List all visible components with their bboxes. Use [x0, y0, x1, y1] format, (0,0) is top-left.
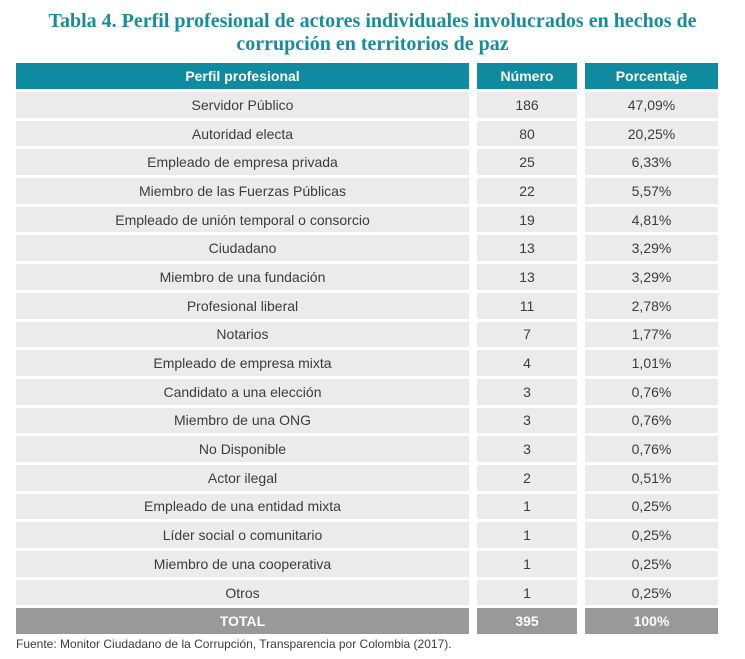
cell-perfil: Otros	[16, 579, 469, 606]
total-label: TOTAL	[16, 608, 469, 635]
cell-porcentaje: 47,09%	[577, 92, 718, 118]
cell-porcentaje: 6,33%	[577, 149, 718, 176]
cell-perfil: Autoridad electa	[16, 120, 469, 147]
cell-porcentaje: 2,78%	[577, 292, 718, 319]
cell-numero: 13	[469, 235, 577, 262]
cell-numero: 19	[469, 206, 577, 233]
total-porcentaje: 100%	[577, 608, 718, 635]
cell-porcentaje: 0,76%	[577, 378, 718, 405]
cell-perfil: Miembro de las Fuerzas Públicas	[16, 178, 469, 204]
table-row: Líder social o comunitario 1 0,25%	[16, 522, 718, 548]
table-row: Otros 1 0,25%	[16, 579, 718, 606]
table-row: Miembro de una fundación 13 3,29%	[16, 264, 718, 290]
cell-perfil: Notarios	[16, 321, 469, 348]
table-row: Notarios 7 1,77%	[16, 321, 718, 348]
cell-numero: 11	[469, 292, 577, 319]
profile-table: Perfil profesional Número Porcentaje Ser…	[16, 60, 718, 637]
cell-porcentaje: 0,25%	[577, 522, 718, 548]
table-row: Empleado de empresa mixta 4 1,01%	[16, 350, 718, 376]
cell-numero: 1	[469, 522, 577, 548]
cell-perfil: No Disponible	[16, 436, 469, 462]
cell-porcentaje: 0,76%	[577, 436, 718, 462]
cell-porcentaje: 5,57%	[577, 178, 718, 204]
table-row: Servidor Público 186 47,09%	[16, 92, 718, 118]
table-row: Ciudadano 13 3,29%	[16, 235, 718, 262]
table-row: Actor ilegal 2 0,51%	[16, 464, 718, 491]
cell-numero: 7	[469, 321, 577, 348]
column-header-numero: Número	[469, 63, 577, 89]
cell-perfil: Servidor Público	[16, 92, 469, 118]
table-body: Servidor Público 186 47,09% Autoridad elect…	[16, 92, 718, 606]
cell-perfil: Empleado de unión temporal o consorcio	[16, 206, 469, 233]
cell-numero: 3	[469, 407, 577, 434]
cell-numero: 1	[469, 493, 577, 520]
cell-numero: 80	[469, 120, 577, 147]
cell-porcentaje: 1,77%	[577, 321, 718, 348]
cell-porcentaje: 0,51%	[577, 464, 718, 491]
cell-porcentaje: 0,25%	[577, 579, 718, 606]
cell-perfil: Líder social o comunitario	[16, 522, 469, 548]
cell-perfil: Actor ilegal	[16, 464, 469, 491]
table-row: Miembro de una ONG 3 0,76%	[16, 407, 718, 434]
cell-perfil: Profesional liberal	[16, 292, 469, 319]
total-numero: 395	[469, 608, 577, 635]
cell-porcentaje: 20,25%	[577, 120, 718, 147]
cell-porcentaje: 3,29%	[577, 264, 718, 290]
table-row: Profesional liberal 11 2,78%	[16, 292, 718, 319]
cell-porcentaje: 4,81%	[577, 206, 718, 233]
table-row: No Disponible 3 0,76%	[16, 436, 718, 462]
cell-perfil: Empleado de empresa mixta	[16, 350, 469, 376]
cell-perfil: Miembro de una ONG	[16, 407, 469, 434]
table-row: Empleado de unión temporal o consorcio 19…	[16, 206, 718, 233]
cell-perfil: Miembro de una cooperativa	[16, 551, 469, 577]
table-row: Autoridad electa 80 20,25%	[16, 120, 718, 147]
cell-numero: 13	[469, 264, 577, 290]
cell-perfil: Ciudadano	[16, 235, 469, 262]
total-row: TOTAL 395 100%	[16, 608, 718, 635]
cell-porcentaje: 0,25%	[577, 551, 718, 577]
table-title: Tabla 4. Perfil profesional de actores i…	[48, 10, 697, 55]
cell-numero: 1	[469, 551, 577, 577]
cell-numero: 4	[469, 350, 577, 376]
table-row: Miembro de una cooperativa 1 0,25%	[16, 551, 718, 577]
table-header-row: Perfil profesional Número Porcentaje	[16, 63, 718, 89]
column-header-porcentaje: Porcentaje	[577, 63, 718, 89]
cell-porcentaje: 3,29%	[577, 235, 718, 262]
table-row: Empleado de una entidad mixta 1 0,25%	[16, 493, 718, 520]
cell-porcentaje: 0,25%	[577, 493, 718, 520]
table-row: Empleado de empresa privada 25 6,33%	[16, 149, 718, 176]
cell-numero: 25	[469, 149, 577, 176]
cell-perfil: Candidato a una elección	[16, 378, 469, 405]
source-note: Fuente: Monitor Ciudadano de la Corrupci…	[16, 637, 452, 651]
cell-porcentaje: 1,01%	[577, 350, 718, 376]
column-header-perfil: Perfil profesional	[16, 63, 469, 89]
cell-numero: 3	[469, 436, 577, 462]
cell-numero: 2	[469, 464, 577, 491]
table-row: Candidato a una elección 3 0,76%	[16, 378, 718, 405]
cell-porcentaje: 0,76%	[577, 407, 718, 434]
cell-numero: 3	[469, 378, 577, 405]
cell-perfil: Empleado de una entidad mixta	[16, 493, 469, 520]
cell-perfil: Miembro de una fundación	[16, 264, 469, 290]
table-row: Miembro de las Fuerzas Públicas 22 5,57%	[16, 178, 718, 204]
cell-numero: 22	[469, 178, 577, 204]
cell-numero: 186	[469, 92, 577, 118]
cell-numero: 1	[469, 579, 577, 606]
cell-perfil: Empleado de empresa privada	[16, 149, 469, 176]
